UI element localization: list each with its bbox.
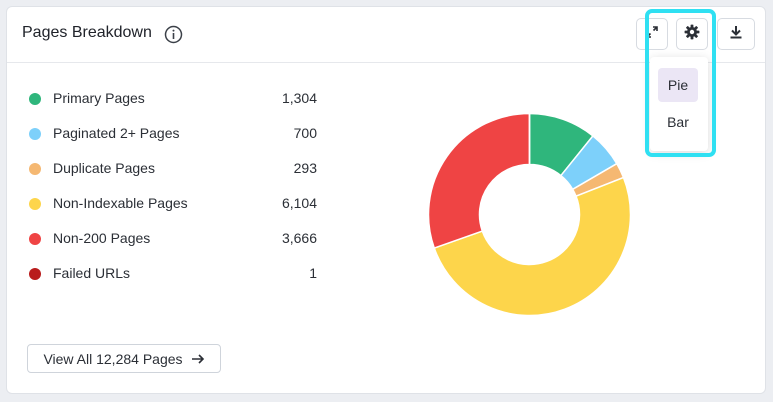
- pages-breakdown-card: Pages Breakdown: [6, 6, 766, 394]
- legend-color-dot: [29, 128, 41, 140]
- legend-value: 1,304: [281, 90, 317, 106]
- view-all-pages-button[interactable]: View All 12,284 Pages: [27, 344, 221, 373]
- legend-value: 6,104: [281, 195, 317, 211]
- legend-value: 3,666: [281, 230, 317, 246]
- arrow-right-icon: [191, 351, 205, 367]
- expand-button[interactable]: [636, 18, 668, 50]
- legend-color-dot: [29, 268, 41, 280]
- card-header: Pages Breakdown: [7, 7, 765, 63]
- legend-item[interactable]: Primary Pages 1,304: [27, 87, 317, 122]
- legend-item[interactable]: Paginated 2+ Pages 700: [27, 122, 317, 157]
- legend-color-dot: [29, 233, 41, 245]
- gear-icon: [684, 24, 700, 45]
- donut-slice-non-indexable-pages[interactable]: [433, 176, 632, 317]
- expand-icon: [645, 25, 659, 44]
- legend-item[interactable]: Non-200 Pages 3,666: [27, 227, 317, 262]
- legend-item[interactable]: Duplicate Pages 293: [27, 157, 317, 192]
- donut-slice-non-200-pages[interactable]: [427, 112, 531, 249]
- donut-chart: [427, 112, 632, 317]
- download-icon: [729, 25, 743, 44]
- legend-value: 700: [293, 125, 317, 141]
- legend-label: Duplicate Pages: [53, 160, 155, 176]
- menu-item-pie[interactable]: Pie: [658, 68, 698, 102]
- menu-item-bar[interactable]: Bar: [667, 114, 689, 130]
- chart-type-menu: Pie Bar: [650, 57, 708, 151]
- legend-value: 1: [309, 265, 317, 281]
- info-icon[interactable]: [164, 25, 183, 44]
- legend-value: 293: [293, 160, 317, 176]
- download-button[interactable]: [717, 18, 755, 50]
- legend-label: Failed URLs: [53, 265, 131, 281]
- chart-legend: Primary Pages 1,304 Paginated 2+ Pages 7…: [27, 87, 317, 297]
- card-title: Pages Breakdown: [22, 24, 152, 41]
- legend-item[interactable]: Non-Indexable Pages 6,104: [27, 192, 317, 227]
- legend-color-dot: [29, 163, 41, 175]
- settings-button[interactable]: [676, 18, 708, 50]
- legend-label: Non-200 Pages: [53, 230, 151, 246]
- legend-color-dot: [29, 198, 41, 210]
- legend-label: Primary Pages: [53, 90, 145, 106]
- legend-item[interactable]: Failed URLs 1: [27, 262, 317, 297]
- legend-label: Paginated 2+ Pages: [53, 125, 180, 141]
- view-all-label: View All 12,284 Pages: [43, 350, 183, 367]
- legend-label: Non-Indexable Pages: [53, 195, 188, 211]
- legend-color-dot: [29, 93, 41, 105]
